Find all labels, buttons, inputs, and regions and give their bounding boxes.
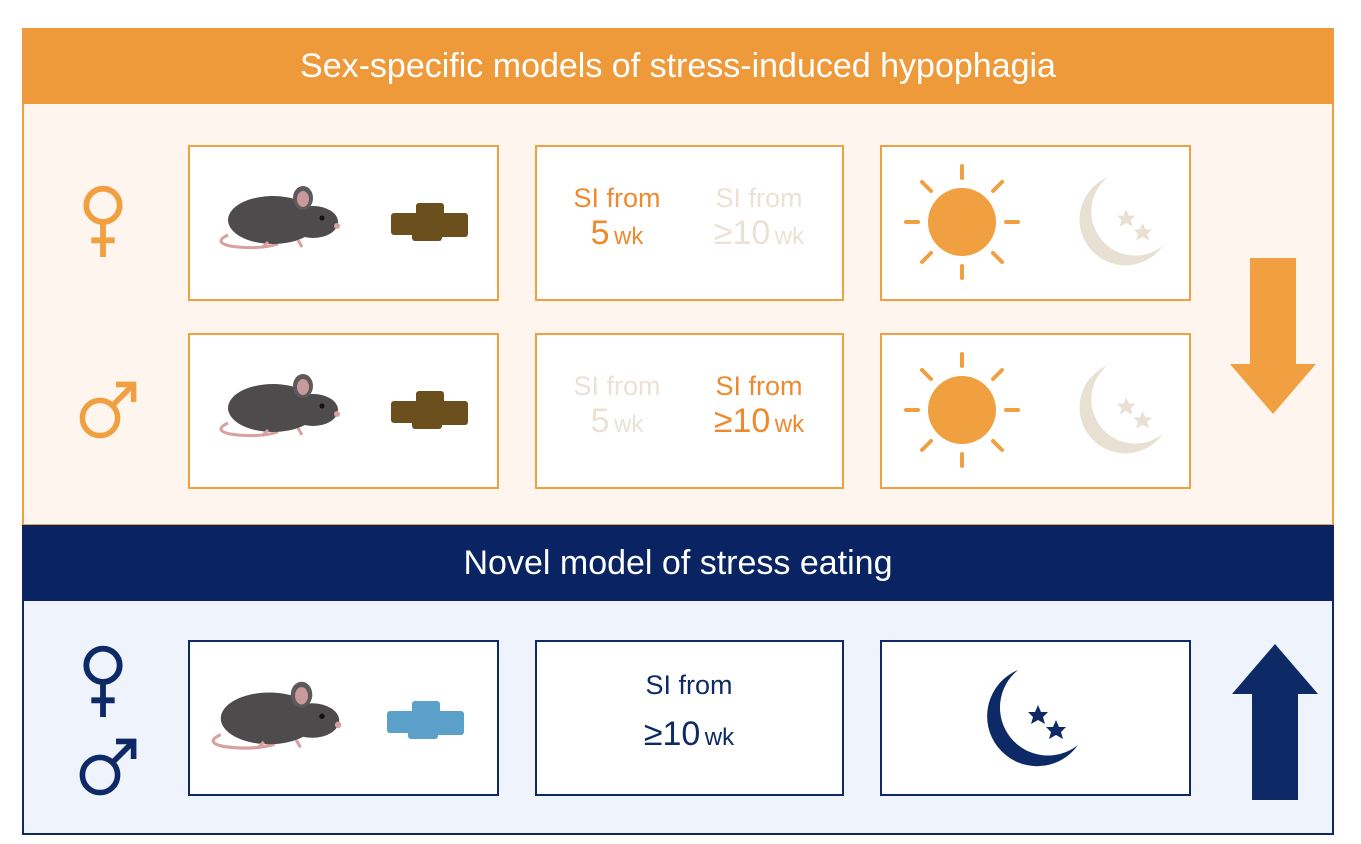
age-unit: wk <box>775 223 804 250</box>
age-value: 5 <box>591 214 610 252</box>
onset: SI from≥10 wk <box>684 371 834 441</box>
onset-age: ≥10 wk <box>684 214 834 253</box>
onset-label: SI from <box>684 183 834 214</box>
onset: SI from≥10 wk <box>684 183 834 253</box>
moon-icon <box>1062 356 1172 466</box>
decrease-arrow <box>1228 256 1318 416</box>
sun-icon <box>902 350 1022 470</box>
onset-age: ≥10 wk <box>614 715 764 754</box>
age-unit: wk <box>705 724 734 751</box>
mouse-icon <box>218 368 348 438</box>
onset-label: SI from <box>684 371 834 402</box>
age-value: ≥10 <box>714 214 770 252</box>
hfd-icon <box>382 693 472 743</box>
age-unit: wk <box>614 411 643 438</box>
increase-arrow <box>1230 642 1320 802</box>
age-unit: wk <box>775 411 804 438</box>
mouse-icon <box>210 675 350 751</box>
onset-age: 5 wk <box>542 402 692 441</box>
moon-icon <box>1062 168 1172 278</box>
age-value: ≥10 <box>714 402 770 440</box>
male-symbol <box>76 378 140 442</box>
onset: SI from ≥10 wk <box>614 670 764 754</box>
section-title: Sex-specific models of stress-induced hy… <box>22 28 1334 104</box>
chow-icon <box>386 383 476 433</box>
female-symbol <box>78 180 128 264</box>
age-value: ≥10 <box>644 715 700 753</box>
female-symbol <box>78 640 128 724</box>
onset-age: ≥10 wk <box>684 402 834 441</box>
onset-label: SI from <box>614 670 764 701</box>
section-title: Novel model of stress eating <box>22 525 1334 601</box>
onset-box: SI from ≥10 wk <box>535 640 844 796</box>
chow-icon <box>386 195 476 245</box>
moon-icon <box>968 660 1088 780</box>
sun-icon <box>902 162 1022 282</box>
onset-age: 5 wk <box>542 214 692 253</box>
age-unit: wk <box>614 223 643 250</box>
age-value: 5 <box>591 402 610 440</box>
onset-label: SI from <box>542 371 692 402</box>
mouse-icon <box>218 180 348 250</box>
onset-label: SI from <box>542 183 692 214</box>
male-symbol <box>76 735 140 799</box>
page: Sex-specific models of stress-induced hy… <box>0 0 1361 844</box>
